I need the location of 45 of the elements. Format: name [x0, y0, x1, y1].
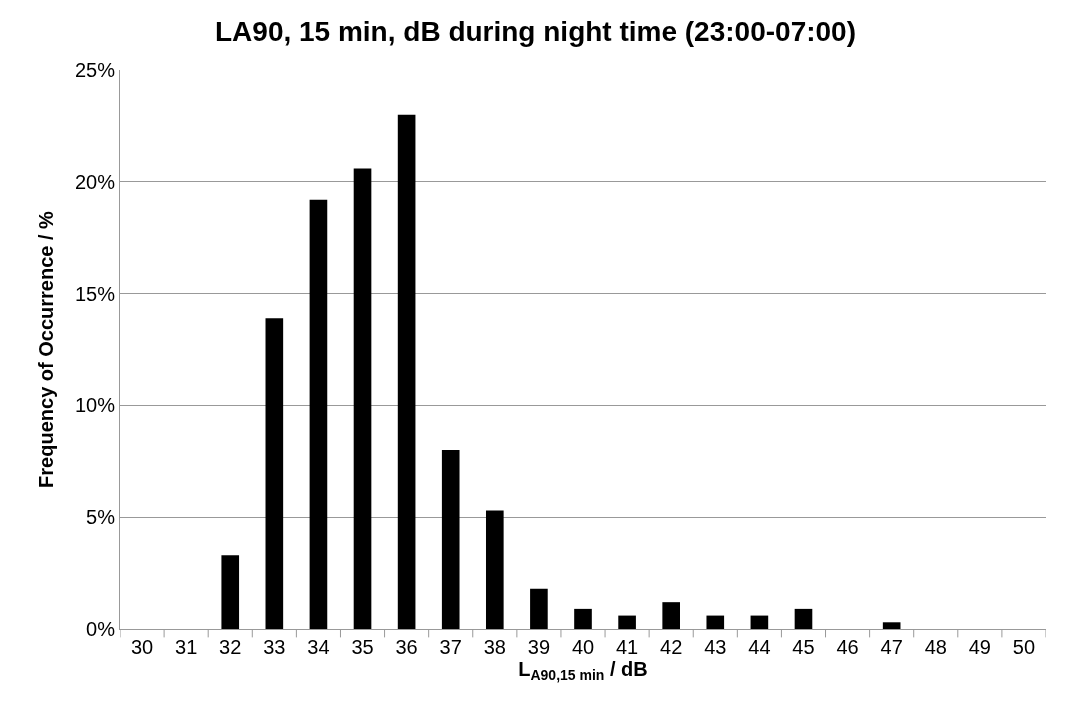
- bar: [221, 555, 240, 629]
- x-tick-label: 31: [175, 636, 198, 658]
- x-tick-label: 50: [1012, 636, 1036, 658]
- y-tick-label: 25%: [74, 59, 116, 81]
- bar: [397, 114, 416, 629]
- chart-title: LA90, 15 min, dB during night time (23:00-07:00): [214, 15, 857, 47]
- x-tick-label: 32: [219, 636, 242, 658]
- bar: [750, 615, 769, 629]
- bar: [882, 622, 901, 629]
- x-tick-label: 44: [748, 636, 771, 658]
- x-tick-label: 48: [924, 636, 947, 658]
- x-tick-label: 41: [615, 636, 639, 658]
- bar: [618, 615, 636, 629]
- y-tick-label: 20%: [74, 170, 116, 193]
- x-tick-label: 40: [571, 636, 595, 658]
- x-tick-label: 35: [351, 636, 374, 658]
- bar: [265, 318, 284, 629]
- bar: [485, 510, 504, 629]
- y-tick-label: 10%: [74, 394, 116, 417]
- bar: [574, 608, 592, 629]
- bar: [309, 199, 328, 629]
- bar: [706, 615, 725, 629]
- x-tick-label: 37: [439, 636, 462, 658]
- x-tick-label: 43: [704, 636, 727, 658]
- x-tick-label: 46: [836, 636, 859, 658]
- y-tick-label: 0%: [86, 618, 116, 640]
- y-axis-title: Frequency of Occurrence / %: [35, 210, 58, 488]
- x-tick-label: 30: [130, 636, 154, 658]
- bar: [662, 602, 681, 629]
- y-tick-label: 15%: [74, 282, 116, 305]
- bar: [530, 588, 548, 629]
- bar: [794, 608, 813, 629]
- x-tick-label: 47: [880, 636, 903, 658]
- x-tick-label: 34: [307, 636, 330, 658]
- x-tick-label: 33: [263, 636, 286, 658]
- x-tick-label: 49: [968, 636, 991, 658]
- bar: [441, 450, 460, 629]
- x-tick-label: 36: [395, 636, 418, 658]
- y-tick-label: 5%: [86, 506, 116, 529]
- x-tick-label: 38: [483, 636, 506, 658]
- bar: [353, 168, 372, 629]
- x-axis-title: L$_{A90,15 min}$ / dB: [518, 658, 648, 684]
- x-tick-label: 42: [660, 636, 683, 658]
- x-tick-label: 45: [792, 636, 815, 658]
- x-tick-label: 39: [527, 636, 551, 658]
